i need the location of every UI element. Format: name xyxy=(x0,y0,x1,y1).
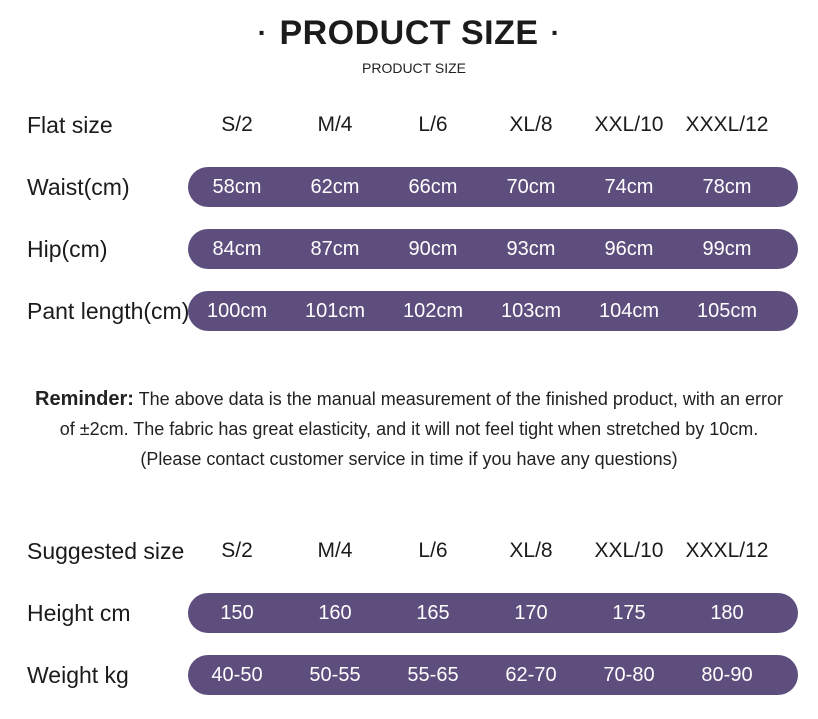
pant-length-value: 103cm xyxy=(500,299,562,322)
reminder-line-1: Reminder: The above data is the manual m… xyxy=(20,384,798,414)
waist-row: Waist(cm) 58cm 62cm 66cm 70cm 74cm 78cm xyxy=(0,156,818,218)
hip-value: 84cm xyxy=(212,237,262,260)
title-dot-right: · xyxy=(550,17,561,48)
flat-size-columns: S/2 M/4 L/6 XL/8 XXL/10 XXXL/12 xyxy=(188,94,798,156)
weight-value: 80-90 xyxy=(701,663,753,686)
waist-value: 66cm xyxy=(408,175,458,198)
suggested-size-label: Suggested size xyxy=(27,537,185,564)
weight-label: Weight kg xyxy=(27,661,129,688)
height-label: Height cm xyxy=(27,599,131,626)
pant-length-value: 105cm xyxy=(696,299,758,322)
reminder-line-2: of ±2cm. The fabric has great elasticity… xyxy=(59,419,759,439)
flat-size-header-row: Flat size S/2 M/4 L/6 XL/8 XXL/10 XXXL/1… xyxy=(0,94,818,156)
title-dot-left: · xyxy=(257,17,268,48)
size-header-m: M/4 xyxy=(317,113,353,136)
title-text: PRODUCT SIZE xyxy=(279,14,539,52)
waist-value: 78cm xyxy=(702,175,752,198)
size-header-xl: XL/8 xyxy=(509,539,553,562)
weight-value: 70-80 xyxy=(603,663,655,686)
height-value: 170 xyxy=(514,601,548,624)
pant-length-value: 102cm xyxy=(402,299,464,322)
pant-length-label: Pant length(cm) xyxy=(27,297,190,324)
hip-value: 96cm xyxy=(604,237,654,260)
suggested-size-table: Suggested size S/2 M/4 L/6 XL/8 XXL/10 X… xyxy=(0,520,818,706)
weight-row: Weight kg 40-50 50-55 55-65 62-70 70-80 … xyxy=(0,644,818,706)
height-value: 160 xyxy=(318,601,352,624)
size-header-xxl: XXL/10 xyxy=(594,539,664,562)
hip-label: Hip(cm) xyxy=(27,235,108,262)
hip-value: 87cm xyxy=(310,237,360,260)
hip-values: 84cm 87cm 90cm 93cm 96cm 99cm xyxy=(188,229,798,269)
waist-value: 70cm xyxy=(506,175,556,198)
size-header-xxxl: XXXL/12 xyxy=(685,539,769,562)
pant-length-values: 100cm 101cm 102cm 103cm 104cm 105cm xyxy=(188,291,798,331)
size-header-l: L/6 xyxy=(418,539,448,562)
height-values: 150 160 165 170 175 180 xyxy=(188,593,798,633)
height-value: 180 xyxy=(710,601,744,624)
suggested-size-header-row: Suggested size S/2 M/4 L/6 XL/8 XXL/10 X… xyxy=(0,520,818,582)
waist-value: 58cm xyxy=(212,175,262,198)
size-header-l: L/6 xyxy=(418,113,448,136)
pant-length-row: Pant length(cm) 100cm 101cm 102cm 103cm … xyxy=(0,280,818,342)
waist-value: 74cm xyxy=(604,175,654,198)
height-value: 175 xyxy=(612,601,646,624)
weight-value: 62-70 xyxy=(505,663,557,686)
weight-value: 55-65 xyxy=(407,663,459,686)
size-header-m: M/4 xyxy=(317,539,353,562)
flat-size-label: Flat size xyxy=(27,111,113,138)
waist-values: 58cm 62cm 66cm 70cm 74cm 78cm xyxy=(188,167,798,207)
reminder-text-1: The above data is the manual measurement… xyxy=(138,389,783,409)
size-header-xl: XL/8 xyxy=(509,113,553,136)
hip-value: 90cm xyxy=(408,237,458,260)
page-title: · PRODUCT SIZE · xyxy=(0,14,818,53)
pant-length-value: 104cm xyxy=(598,299,660,322)
pant-length-value: 101cm xyxy=(304,299,366,322)
page-subtitle: PRODUCT SIZE xyxy=(362,60,466,76)
reminder-label: Reminder: xyxy=(35,388,134,410)
hip-row: Hip(cm) 84cm 87cm 90cm 93cm 96cm 99cm xyxy=(0,218,818,280)
height-row: Height cm 150 160 165 170 175 180 xyxy=(0,582,818,644)
size-header-s: S/2 xyxy=(221,539,253,562)
hip-value: 93cm xyxy=(506,237,556,260)
reminder-note: Reminder: The above data is the manual m… xyxy=(20,384,798,474)
size-header-s: S/2 xyxy=(221,113,253,136)
pant-length-value: 100cm xyxy=(206,299,268,322)
weight-values: 40-50 50-55 55-65 62-70 70-80 80-90 xyxy=(188,655,798,695)
weight-value: 50-55 xyxy=(309,663,361,686)
flat-size-table: Flat size S/2 M/4 L/6 XL/8 XXL/10 XXXL/1… xyxy=(0,94,818,342)
height-value: 165 xyxy=(416,601,450,624)
reminder-line-3: (Please contact customer service in time… xyxy=(140,449,678,469)
height-value: 150 xyxy=(220,601,254,624)
weight-value: 40-50 xyxy=(211,663,263,686)
suggested-size-columns: S/2 M/4 L/6 XL/8 XXL/10 XXXL/12 xyxy=(188,520,798,582)
hip-value: 99cm xyxy=(702,237,752,260)
waist-value: 62cm xyxy=(310,175,360,198)
waist-label: Waist(cm) xyxy=(27,173,130,200)
size-header-xxl: XXL/10 xyxy=(594,113,664,136)
size-header-xxxl: XXXL/12 xyxy=(685,113,769,136)
